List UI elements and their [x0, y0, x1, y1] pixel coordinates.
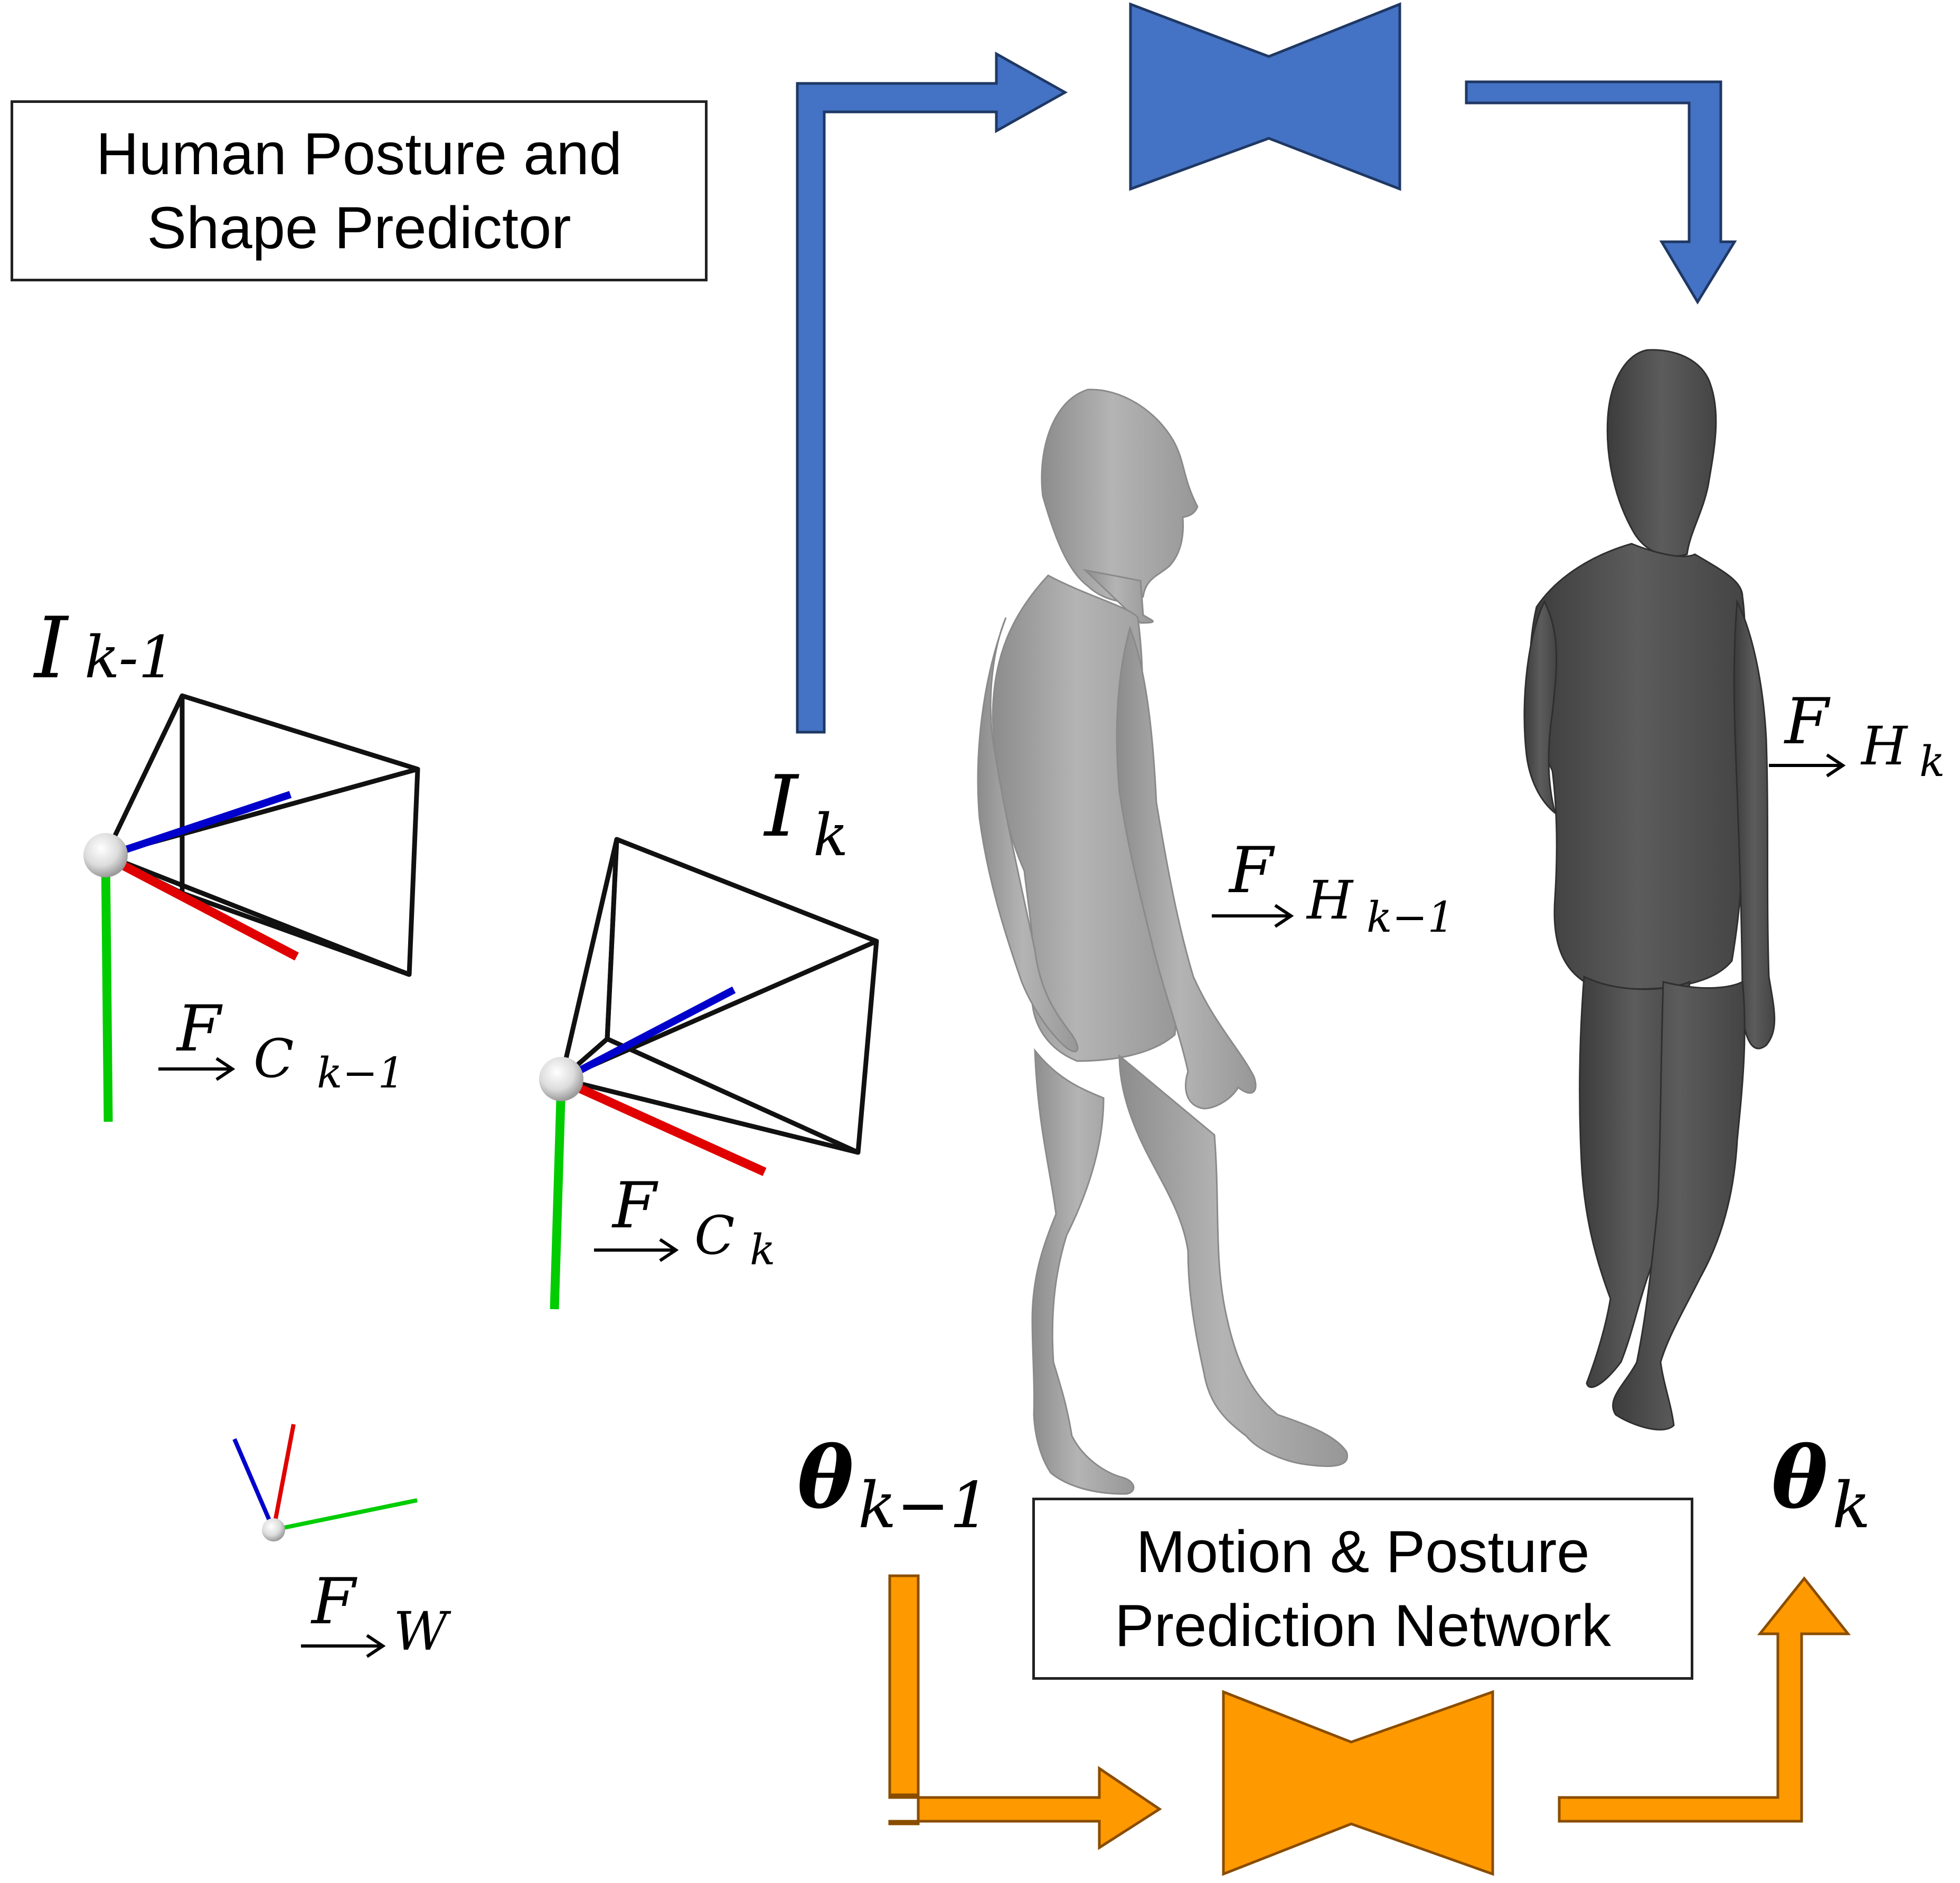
network-bowtie: [1222, 1690, 1494, 1876]
predictor-label-line2: Shape Predictor: [147, 194, 571, 261]
world-y-axis: [273, 1498, 418, 1532]
predictor-label-box: Human Posture and Shape Predictor: [11, 100, 708, 281]
label-frame-camera-prev: F C k−1: [158, 992, 404, 1097]
svg-text:F: F: [611, 1169, 658, 1243]
svg-text:θ: θ: [1771, 1428, 1828, 1527]
camera-prev-frustum: [103, 693, 420, 977]
label-frame-human-curr: F H k: [1769, 685, 1945, 786]
svg-text:H: H: [1860, 715, 1908, 777]
predictor-arrow-up: [796, 51, 1068, 734]
world-z-axis: [232, 1438, 276, 1531]
human-curr-leg-front: [1612, 980, 1746, 1431]
svg-text:k−1: k−1: [1367, 893, 1454, 942]
human-prev-arm-back: [977, 617, 1079, 1053]
svg-text:k: k: [1919, 737, 1945, 786]
network-input-arrow: [888, 1575, 1162, 1850]
label-frame-camera-curr: F C k: [594, 1169, 775, 1274]
label-image-curr: I k: [763, 757, 849, 869]
label-image-prev: I k-1: [33, 599, 175, 697]
camera-prev-y-axis: [101, 859, 113, 1122]
svg-text:C: C: [694, 1205, 735, 1266]
label-frame-human-prev: F H k−1: [1212, 834, 1454, 942]
network-input-arrow-stem: [888, 1574, 920, 1796]
svg-text:I: I: [33, 599, 69, 697]
svg-text:F: F: [176, 992, 223, 1066]
world-x-axis: [271, 1424, 296, 1530]
camera-prev-x-axis: [103, 852, 299, 961]
network-label-line2: Prediction Network: [1115, 1592, 1611, 1659]
human-curr-arm-front: [1733, 599, 1776, 1049]
svg-text:I: I: [763, 757, 799, 856]
human-prev-arm-front: [1116, 626, 1257, 1110]
camera-curr-z-axis: [559, 986, 736, 1084]
human-prev-figure: [977, 389, 1349, 1495]
camera-prev: [83, 693, 420, 1122]
camera-curr-y-axis: [550, 1082, 566, 1310]
camera-curr: [539, 837, 879, 1310]
svg-text:k: k: [750, 1225, 775, 1274]
camera-prev-z-axis: [104, 791, 292, 860]
svg-text:k-1: k-1: [84, 623, 175, 691]
network-output-arrow: [1558, 1576, 1851, 1823]
svg-text:k: k: [813, 801, 849, 869]
svg-text:F: F: [310, 1565, 357, 1639]
predictor-label-line1: Human Posture and: [96, 120, 623, 187]
svg-text:C: C: [253, 1028, 294, 1090]
human-curr-torso: [1529, 543, 1746, 990]
world-origin: [262, 1518, 285, 1541]
human-curr-arm-back: [1523, 600, 1558, 815]
predictor-output-arrow: [1465, 80, 1737, 305]
network-label-line1: Motion & Posture: [1136, 1518, 1590, 1585]
label-theta-curr: θ k: [1771, 1428, 1871, 1543]
label-theta-prev: θ k−1: [797, 1428, 990, 1543]
camera-curr-frustum: [559, 837, 879, 1155]
camera-curr-origin: [539, 1057, 583, 1101]
svg-text:k−1: k−1: [858, 1469, 990, 1543]
label-frame-world: F W: [301, 1565, 451, 1662]
human-curr-head: [1606, 349, 1717, 557]
svg-text:F: F: [1228, 834, 1275, 907]
svg-text:W: W: [393, 1601, 451, 1662]
svg-text:F: F: [1784, 685, 1831, 759]
camera-prev-origin: [83, 833, 128, 877]
predictor-bowtie-network: [1129, 2, 1401, 191]
human-prev-leg-back: [1031, 1048, 1135, 1495]
human-prev-head: [1041, 389, 1199, 603]
human-curr-figure: [1523, 349, 1776, 1431]
human-prev-neck: [1082, 569, 1154, 624]
network-label-box: Motion & Posture Prediction Network: [1032, 1498, 1693, 1680]
predictor-input-arrow: [796, 51, 1068, 734]
svg-text:θ: θ: [797, 1428, 854, 1527]
human-prev-leg-front: [1118, 1054, 1349, 1467]
camera-curr-x-axis: [559, 1076, 767, 1176]
svg-text:k−1: k−1: [317, 1048, 404, 1097]
world-frame: [232, 1424, 418, 1541]
svg-text:k: k: [1832, 1469, 1871, 1543]
svg-text:H: H: [1306, 869, 1354, 931]
